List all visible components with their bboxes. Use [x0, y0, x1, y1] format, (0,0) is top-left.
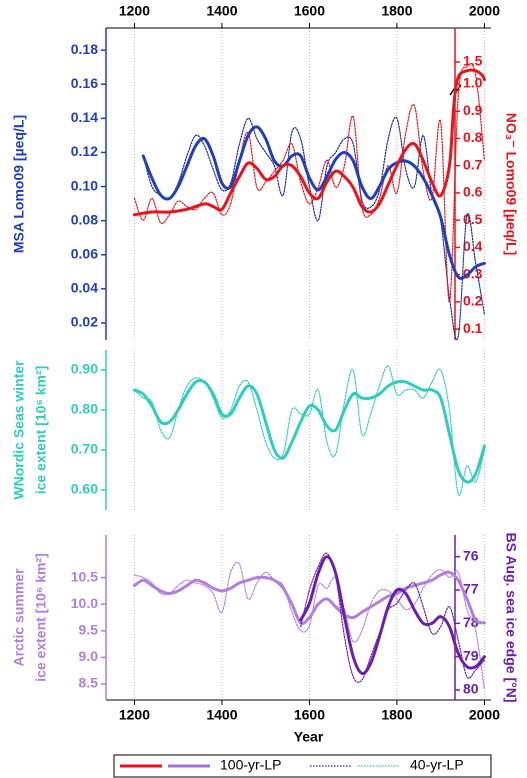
- y-tick-label: 0.18: [71, 41, 98, 57]
- y-tick-label: 9.5: [79, 622, 99, 638]
- legend-label: 100-yr-LP: [220, 757, 281, 773]
- y2-tick-label: 0.9: [463, 102, 483, 118]
- x-tick-label: 1200: [119, 707, 150, 723]
- y2-tick-label: 0.2: [463, 293, 483, 309]
- y-tick-label: 0.16: [71, 75, 98, 91]
- data-line: [133, 365, 486, 497]
- data-line: [132, 570, 486, 625]
- y-tick-label: 0.80: [71, 401, 98, 417]
- x-tick-label: 1400: [206, 707, 237, 723]
- y-tick-label: 10.0: [71, 595, 98, 611]
- y2-tick-label: 80: [463, 681, 479, 697]
- data-line: [299, 555, 486, 675]
- data-line: [132, 379, 486, 484]
- y2-tick-label: 76: [463, 547, 479, 563]
- y-axis-label: ice extent [10⁶ km²]: [33, 366, 49, 495]
- y-tick-label: 0.10: [71, 177, 98, 193]
- x-axis-label: Year: [294, 729, 324, 745]
- x-tick-label: 1400: [206, 3, 237, 19]
- x-tick-label: 1800: [381, 3, 412, 19]
- y-tick-label: 0.02: [71, 314, 98, 330]
- y-axis-label: WNordic Seas winter: [11, 360, 27, 500]
- y2-tick-label: 0.1: [463, 320, 483, 336]
- x-tick-label: 1600: [294, 707, 325, 723]
- y2-tick-label: 0.8: [463, 129, 483, 145]
- x-tick-label: 2000: [469, 707, 500, 723]
- y2-tick-label: 77: [463, 581, 479, 597]
- y-tick-label: 0.08: [71, 211, 98, 227]
- legend-box: [113, 754, 492, 778]
- y-tick-label: 0.04: [71, 280, 98, 296]
- x-tick-label: 1600: [294, 3, 325, 19]
- x-tick-label: 1800: [381, 707, 412, 723]
- x-tick-label: 2000: [469, 3, 500, 19]
- data-line: [133, 62, 486, 303]
- y-tick-label: 9.0: [79, 648, 99, 664]
- y2-tick-label: 0.5: [463, 211, 483, 227]
- y2-tick-label: 79: [463, 647, 479, 663]
- y-tick-label: 10.5: [71, 568, 98, 584]
- y-tick-label: 8.5: [79, 675, 99, 691]
- y2-tick-label: 0.6: [463, 184, 483, 200]
- y-tick-label: 0.70: [71, 441, 98, 457]
- y-tick-label: 0.12: [71, 143, 98, 159]
- y-tick-label: 0.60: [71, 481, 98, 497]
- y2-tick-label: 1.5: [463, 53, 483, 69]
- legend-label: 40-yr-LP: [410, 757, 464, 773]
- data-line: [141, 125, 486, 280]
- data-line: [132, 68, 486, 217]
- y2-axis-label: BS Aug. sea ice edge [°N]: [503, 532, 519, 702]
- y-axis-label: ice extent [10⁶ km²]: [33, 553, 49, 682]
- y2-axis-label: NO₃⁻ Lomo09 [µeq/L]: [503, 113, 519, 256]
- y2-tick-label: 1.0: [463, 75, 483, 91]
- x-tick-label: 1200: [119, 3, 150, 19]
- y-tick-label: 0.14: [71, 109, 98, 125]
- y2-tick-label: 0.7: [463, 156, 483, 172]
- data-line: [300, 552, 486, 683]
- y2-tick-label: 0.3: [463, 265, 483, 281]
- y-tick-label: 0.90: [71, 361, 98, 377]
- y-axis-label: MSA Lomo09 [µeq/L]: [11, 115, 27, 253]
- y-tick-label: 0.06: [71, 245, 98, 261]
- y-axis-label: Arctic summer: [11, 568, 27, 667]
